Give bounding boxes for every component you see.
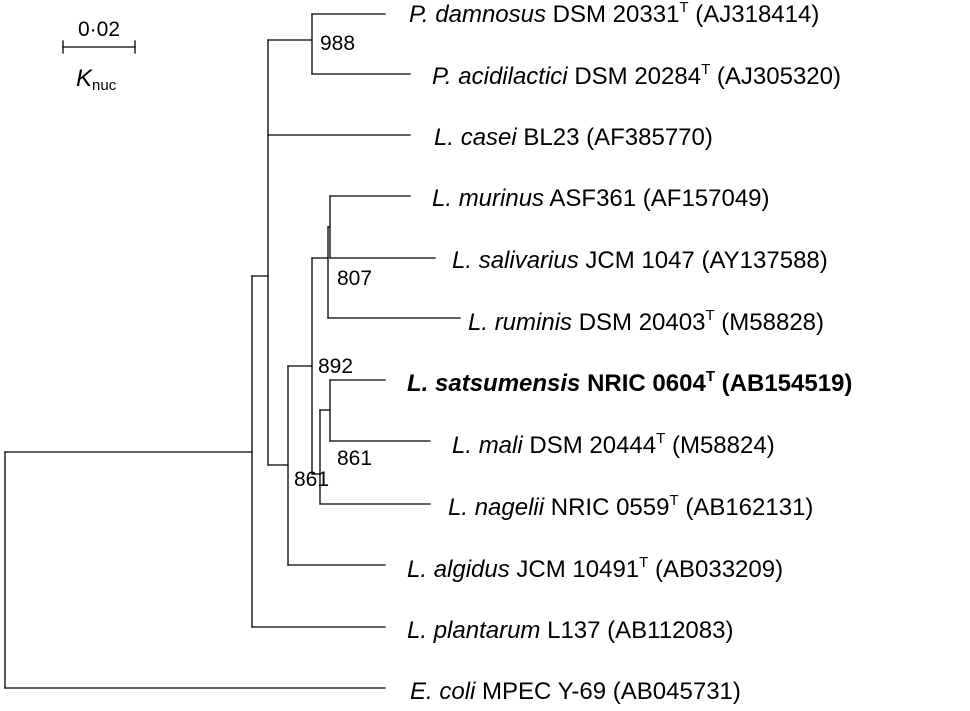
taxon-label-l-plantarum: L. plantarum L137 (AB112083) xyxy=(407,617,733,644)
scale-bar: 0·02 Knuc xyxy=(62,18,136,94)
bootstrap-salivarius: 807 xyxy=(337,267,372,290)
taxon-label-l-ruminis: L. ruminis DSM 20403T (M58828) xyxy=(468,307,824,336)
bootstrap-satsumensis-group: 892 xyxy=(318,355,353,378)
taxon-label-l-algidus: L. algidus JCM 10491T (AB033209) xyxy=(407,554,783,583)
bootstrap-pediococcus: 988 xyxy=(320,32,355,55)
taxon-label-l-casei: L. casei BL23 (AF385770) xyxy=(434,124,713,151)
taxon-label-p-damnosus: P. damnosus DSM 20331T (AJ318414) xyxy=(409,0,819,28)
taxon-label-l-salivarius: L. salivarius JCM 1047 (AY137588) xyxy=(452,247,828,274)
bootstrap-satsumensis-mali: 861 xyxy=(337,447,372,470)
taxon-label-l-satsumensis: L. satsumensis NRIC 0604T (AB154519) xyxy=(407,368,852,397)
scale-bar-value: 0·02 xyxy=(78,18,120,41)
bootstrap-nagelii: 861 xyxy=(294,468,329,491)
scale-bar-label: Knuc xyxy=(76,65,117,94)
taxon-label-l-mali: L. mali DSM 20444T (M58824) xyxy=(452,430,775,459)
taxon-labels: P. damnosus DSM 20331T (AJ318414) P. aci… xyxy=(407,0,852,705)
taxon-label-l-nagelii: L. nagelii NRIC 0559T (AB162131) xyxy=(448,492,813,521)
taxon-label-p-acidilactici: P. acidilactici DSM 20284T (AJ305320) xyxy=(432,61,841,90)
taxon-label-l-murinus: L. murinus ASF361 (AF157049) xyxy=(432,185,770,212)
tree-branches xyxy=(4,13,461,689)
taxon-label-e-coli: E. coli MPEC Y-69 (AB045731) xyxy=(410,678,741,705)
bootstrap-values: 988 807 892 861 861 xyxy=(294,32,372,491)
